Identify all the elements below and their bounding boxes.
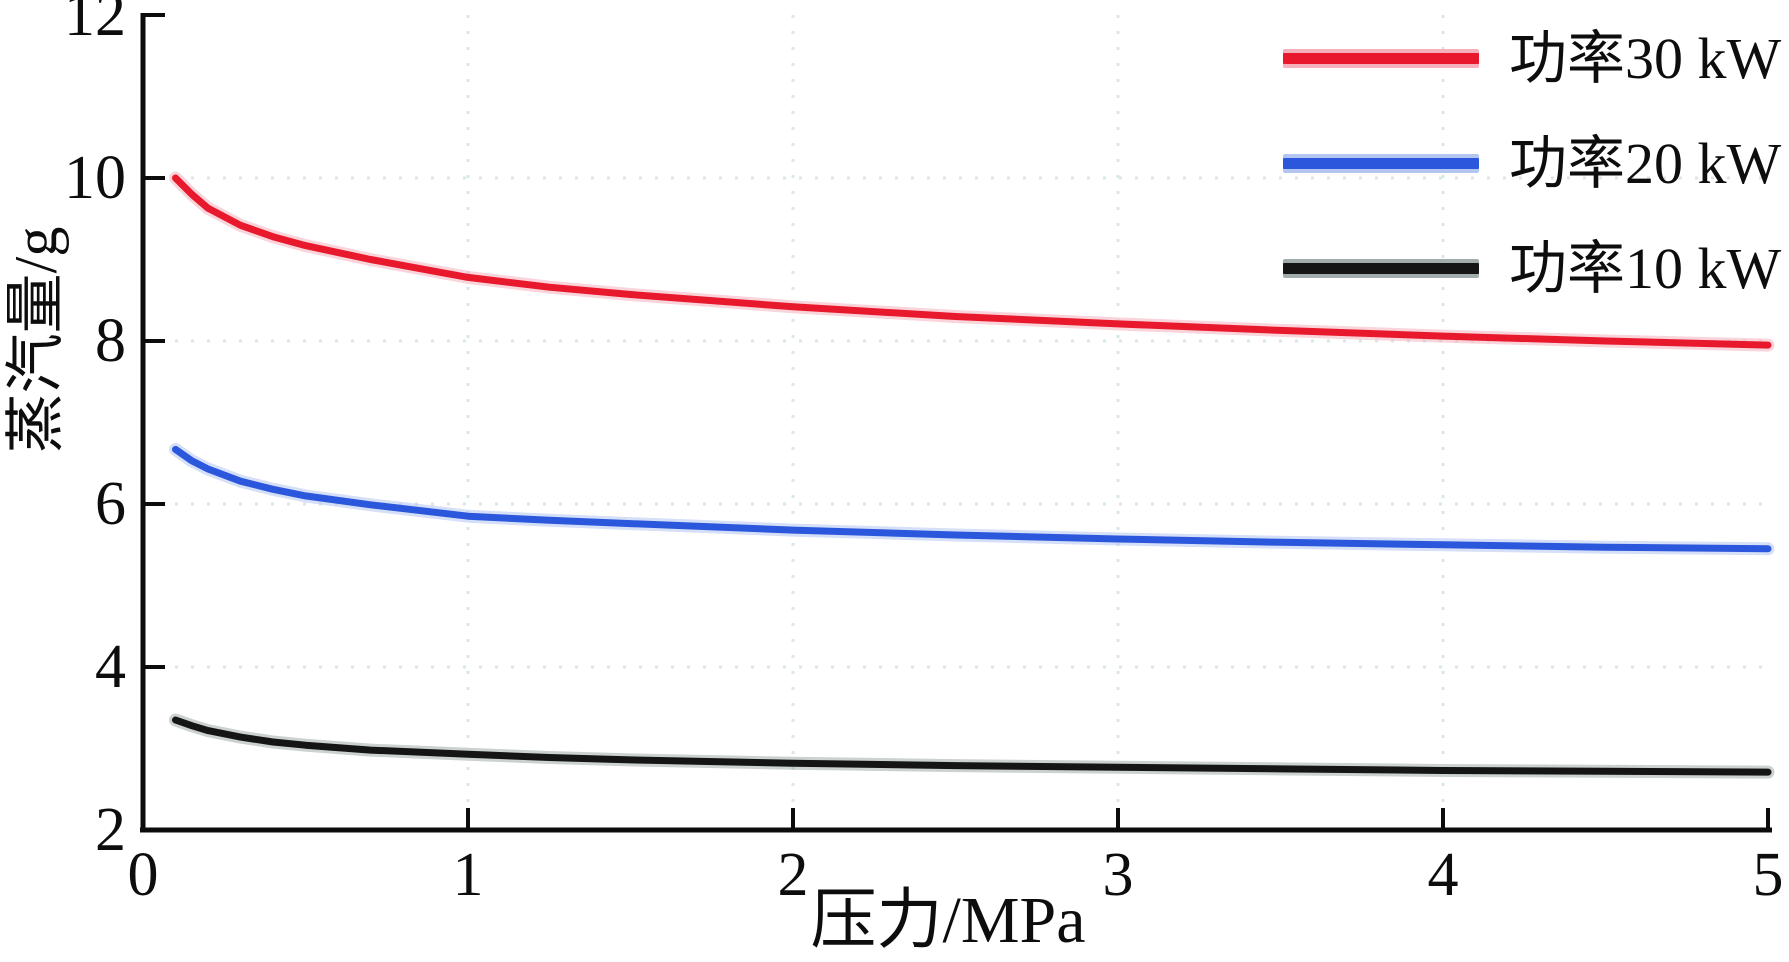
legend-item-30kw: 功率30 kW — [1283, 6, 1781, 111]
legend-label-20kw: 功率20 kW — [1509, 130, 1782, 196]
legend-line-core-20kw — [1283, 158, 1479, 169]
legend-item-10kw: 功率10 kW — [1283, 216, 1781, 321]
legend-line-swatch-10kw — [1283, 259, 1479, 278]
curve-core-series-0 — [172, 174, 1772, 349]
legend-line-core-30kw — [1283, 53, 1479, 64]
y-tick-label-2: 2 — [95, 796, 126, 864]
y-axis-title: 蒸汽量/g — [3, 226, 69, 454]
y-tick-label-10: 10 — [64, 144, 126, 212]
y-tick-label-12: 12 — [64, 0, 126, 49]
legend-line-swatch-30kw — [1283, 49, 1479, 68]
legend: 功率30 kW 功率20 kW 功率10 kW — [1283, 6, 1781, 321]
curve-core-series-1 — [172, 445, 1772, 553]
x-axis-title: 压力/MPa — [810, 884, 1086, 957]
legend-line-core-10kw — [1283, 263, 1479, 274]
x-tick-label-4: 4 — [1427, 841, 1459, 909]
y-tick-label-4: 4 — [95, 633, 126, 701]
legend-label-10kw: 功率10 kW — [1509, 235, 1782, 301]
x-tick-label-2: 2 — [777, 841, 809, 909]
curve-core-series-2 — [172, 716, 1772, 776]
y-tick-label-6: 6 — [95, 470, 126, 538]
x-tick-label-5: 5 — [1752, 841, 1784, 909]
x-tick-label-0: 0 — [127, 841, 159, 909]
legend-line-swatch-20kw — [1283, 154, 1479, 173]
x-tick-label-1: 1 — [452, 841, 484, 909]
y-tick-label-8: 8 — [95, 307, 126, 375]
x-tick-label-3: 3 — [1102, 841, 1134, 909]
legend-item-20kw: 功率20 kW — [1283, 111, 1781, 216]
legend-label-30kw: 功率30 kW — [1509, 25, 1782, 91]
